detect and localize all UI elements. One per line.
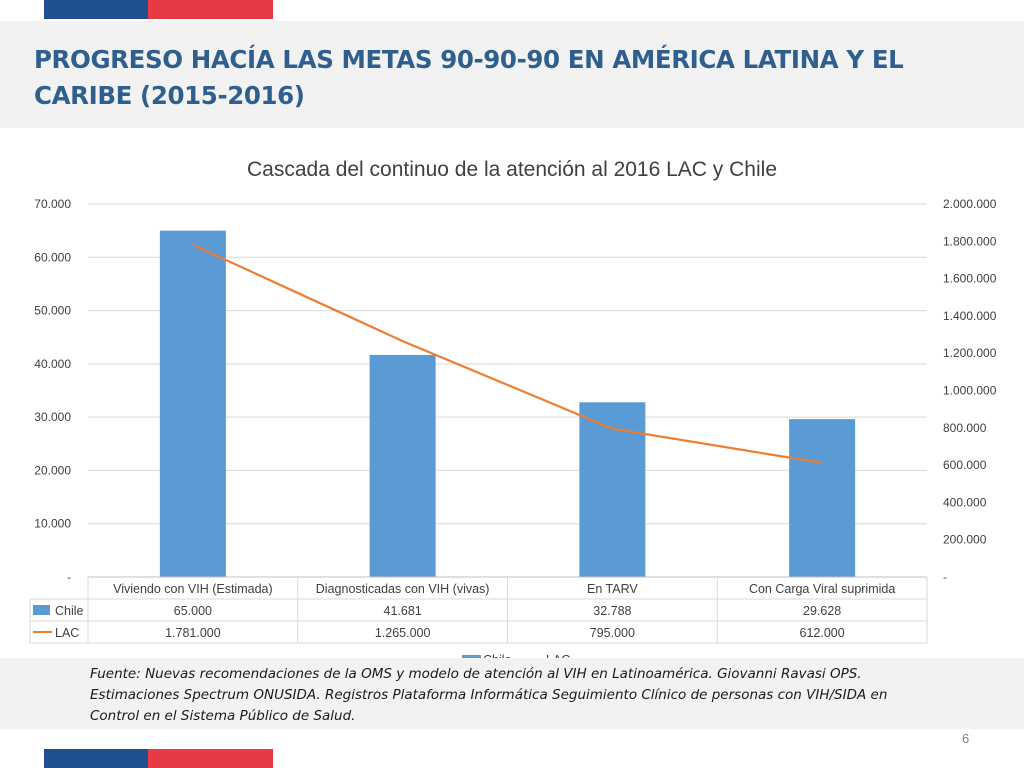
bar-chile [789, 419, 856, 577]
source-band [0, 658, 1024, 729]
flag-red-block-bottom [148, 749, 273, 768]
right-axis-tick-label: 600.000 [943, 458, 987, 472]
left-axis-tick-label: 10.000 [34, 517, 71, 531]
left-axis-tick-label: 60.000 [34, 250, 71, 264]
page-number: 6 [962, 731, 970, 746]
table-cell-value: 41.681 [384, 604, 422, 618]
flag-stripe-top [44, 0, 273, 19]
flag-red-block [148, 0, 273, 19]
legend-label-lac: LAC [546, 653, 570, 660]
source-note: Fuente: Nuevas recomendaciones de la OMS… [90, 666, 888, 724]
flag-stripe-bottom [44, 749, 273, 768]
table-cell-value: 32.788 [593, 604, 631, 618]
table-cell-value: 612.000 [800, 626, 845, 640]
legend-key-chile-bottom [462, 655, 481, 660]
right-axis-tick-label: - [943, 570, 947, 584]
right-axis-tick-label: 400.000 [943, 495, 987, 509]
right-axis-tick-label: 1.600.000 [943, 272, 997, 286]
left-axis-tick-label: 50.000 [34, 304, 71, 318]
flag-blue-block [44, 0, 148, 19]
left-axis-tick-label: 70.000 [34, 197, 71, 211]
title-band [0, 21, 1024, 128]
left-axis-tick-label: - [67, 570, 71, 584]
table-category-label: Diagnosticadas con VIH (vivas) [316, 582, 490, 596]
left-axis-tick-label: 20.000 [34, 463, 71, 477]
table-category-label: Viviendo con VIH (Estimada) [113, 582, 273, 596]
right-axis-tick-label: 1.000.000 [943, 384, 997, 398]
table-category-label: Con Carga Viral suprimida [749, 582, 895, 596]
left-axis-tick-label: 40.000 [34, 357, 71, 371]
right-axis-tick-label: 1.200.000 [943, 346, 997, 360]
bar-chile [159, 230, 226, 577]
line-lac [192, 243, 823, 464]
left-axis-tick-label: 30.000 [34, 410, 71, 424]
right-axis-tick-label: 800.000 [943, 421, 987, 435]
table-series-name: LAC [55, 626, 79, 640]
slide-title: PROGRESO HACÍA LAS METAS 90-90-90 EN AMÉ… [34, 45, 904, 110]
bar-chile [369, 354, 436, 577]
chart-title: Cascada del continuo de la atención al 2… [246, 158, 777, 181]
right-axis-tick-label: 1.400.000 [943, 309, 997, 323]
right-axis-tick-label: 1.800.000 [943, 234, 997, 248]
table-cell-value: 795.000 [590, 626, 635, 640]
table-series-name: Chile [55, 604, 84, 618]
right-axis-tick-label: 2.000.000 [943, 197, 997, 211]
table-category-label: En TARV [587, 582, 638, 596]
table-cell-value: 65.000 [174, 604, 212, 618]
right-axis-tick-label: 200.000 [943, 533, 987, 547]
table-cell-value: 29.628 [803, 604, 841, 618]
combo-chart: - 10.000 20.000 30.000 40.000 50.000 60.000 70.… [29, 197, 997, 660]
legend-key-chile [33, 605, 50, 615]
table-cell-value: 1.781.000 [165, 626, 221, 640]
table-cell-value: 1.265.000 [375, 626, 431, 640]
flag-blue-block-bottom [44, 749, 148, 768]
legend-label-chile: Chile [483, 653, 512, 660]
